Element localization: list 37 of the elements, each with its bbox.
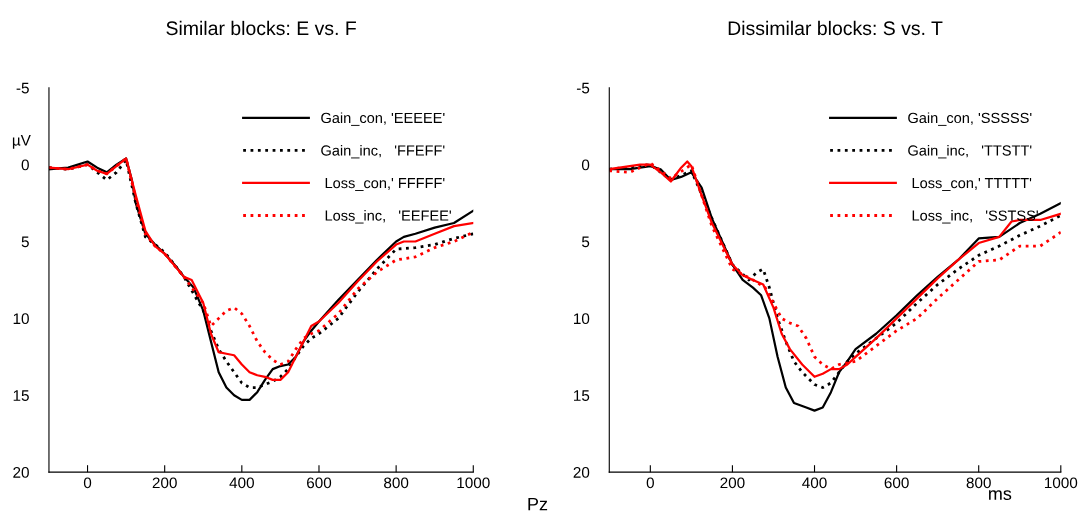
y-tick-label: -5	[576, 82, 590, 94]
x-axis-title: ms	[989, 490, 1012, 501]
x-tick-label: 800	[966, 477, 991, 489]
y-tick-label: 10	[574, 313, 590, 325]
y-tick-label: 10	[13, 313, 29, 325]
legend-label: Loss_con,' TTTTT'	[912, 178, 1032, 191]
legend-label: Gain_con, 'SSSSS'	[908, 112, 1032, 126]
legend-label: Loss_con,' FFFFF'	[325, 178, 445, 191]
text: Pz	[528, 497, 548, 511]
chart-title: Dissimilar blocks: S vs. T	[728, 20, 943, 36]
legend-label: Gain_inc, 'FFEFF'	[321, 144, 445, 159]
x-tick-label: 1000	[1044, 477, 1078, 489]
x-tick-label: 400	[229, 477, 254, 489]
y-tick-label: 0	[21, 159, 29, 171]
y-tick-label: 20	[573, 467, 590, 478]
y-tick-label: 15	[574, 390, 590, 401]
y-tick-label: 5	[21, 236, 29, 248]
legend-label: Gain_inc, 'TTSTT'	[908, 144, 1032, 159]
y-tick-label: 5	[581, 236, 590, 248]
legend-label: Loss_inc, 'SSTSS'	[912, 210, 1038, 224]
x-tick-label: 0	[646, 477, 654, 489]
x-tick-label: 600	[307, 477, 332, 489]
x-tick-label: 200	[152, 477, 177, 489]
legend-label: Loss_inc, 'EEFEE'	[325, 210, 451, 224]
y-tick-label: 15	[13, 390, 29, 401]
y-tick-label: -5	[16, 82, 29, 94]
chart-title: Similar blocks: E vs. F	[166, 20, 356, 36]
x-tick-label: 600	[884, 477, 909, 489]
x-tick-label: 400	[802, 477, 827, 489]
x-tick-label: 800	[384, 477, 409, 489]
y-axis-title: µV	[12, 134, 31, 149]
y-tick-label: 0	[581, 159, 590, 171]
y-tick-label: 20	[13, 467, 29, 478]
x-tick-label: 1000	[457, 477, 490, 489]
legend-label: Gain_con, 'EEEEE'	[321, 112, 445, 126]
x-tick-label: 200	[720, 477, 745, 489]
x-tick-label: 0	[83, 477, 92, 489]
